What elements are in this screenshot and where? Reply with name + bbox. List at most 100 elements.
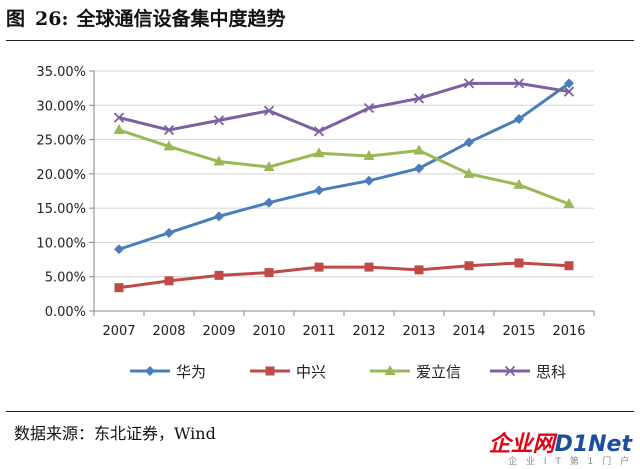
- marker-stroke: [363, 102, 375, 114]
- data-point: [414, 265, 424, 275]
- data-point: [114, 283, 124, 293]
- x-tick-label: 2008: [152, 324, 185, 339]
- data-point: [313, 126, 325, 137]
- data-point: [364, 175, 374, 186]
- x-tick-label: 2012: [352, 324, 385, 339]
- series-lines: [113, 78, 575, 293]
- legend-label: 爱立信: [416, 363, 461, 381]
- data-point: [264, 197, 274, 208]
- data-point: [313, 147, 325, 158]
- legend-swatch-marker: [265, 366, 275, 376]
- data-point: [514, 114, 524, 124]
- y-tick-label: 5.00%: [45, 271, 86, 286]
- data-point: [113, 112, 125, 123]
- y-tick-label: 0.00%: [45, 305, 86, 320]
- marker-stroke: [513, 78, 525, 89]
- legend-item: 中兴: [250, 363, 326, 381]
- data-point: [213, 155, 225, 166]
- data-point: [263, 105, 275, 116]
- legend-item: 思科: [490, 363, 566, 381]
- watermark-main-b: D1Net: [554, 432, 632, 457]
- data-point: [363, 102, 375, 114]
- y-tick-label: 10.00%: [36, 236, 86, 251]
- data-point: [414, 163, 424, 174]
- data-point: [463, 78, 475, 89]
- data-point: [563, 86, 575, 97]
- watermark-main: 企业网D1Net: [489, 426, 632, 458]
- data-point: [314, 262, 324, 272]
- legend-label: 中兴: [296, 363, 326, 381]
- series-4: [113, 78, 575, 137]
- x-tick-label: 2015: [502, 324, 535, 339]
- marker-stroke: [563, 86, 575, 97]
- data-point: [263, 161, 275, 171]
- marker-stroke: [113, 112, 125, 123]
- data-point: [214, 211, 224, 222]
- marker-stroke: [413, 93, 425, 104]
- legend-item: 爱立信: [370, 363, 461, 381]
- data-point: [514, 258, 524, 268]
- bottom-rule: [6, 411, 634, 412]
- data-point: [314, 185, 324, 196]
- x-tick-label: 2007: [102, 324, 135, 339]
- series-line: [118, 128, 570, 206]
- legend: 华为 中兴 爱立信 思科: [130, 363, 566, 381]
- y-tick-label: 20.00%: [36, 168, 86, 183]
- series-line: [118, 82, 570, 251]
- data-point: [164, 227, 174, 238]
- x-tick-label: 2014: [452, 324, 485, 339]
- marker-stroke: [163, 124, 175, 136]
- data-point: [463, 167, 475, 178]
- data-point: [513, 78, 525, 89]
- data-point: [264, 268, 274, 278]
- data-point: [213, 115, 225, 126]
- grid-lines: [94, 70, 594, 278]
- data-point: [564, 261, 574, 271]
- x-tick-label: 2009: [202, 324, 235, 339]
- series-1: [114, 78, 574, 255]
- legend-label: 华为: [176, 363, 206, 381]
- y-tick-label: 30.00%: [36, 99, 86, 114]
- legend-swatch-marker: [145, 366, 155, 376]
- marker-stroke: [313, 126, 325, 137]
- y-tick-label: 15.00%: [36, 202, 86, 217]
- data-point: [114, 244, 124, 255]
- axes: 0.00% 5.00% 10.00% 15.00% 20.00% 25.00% 30.00%…: [36, 65, 595, 339]
- data-point: [113, 123, 125, 134]
- x-tick-label: 2010: [252, 324, 285, 339]
- series-2: [114, 258, 574, 293]
- legend-swatch-marker: [384, 365, 396, 375]
- legend-label: 思科: [536, 363, 566, 381]
- data-point: [413, 93, 425, 104]
- y-tick-label: 25.00%: [36, 134, 86, 149]
- figure-label: 图: [6, 8, 26, 30]
- data-point: [164, 276, 174, 286]
- legend-swatch-marker: [504, 365, 516, 377]
- data-point: [513, 178, 525, 189]
- data-point: [563, 198, 575, 209]
- data-point: [413, 144, 425, 155]
- y-tick-label: 35.00%: [36, 65, 86, 80]
- x-tick-label: 2016: [552, 324, 585, 339]
- data-point: [464, 137, 474, 148]
- data-source: 数据来源：东北证券，Wind: [14, 424, 216, 443]
- marker-stroke: [463, 78, 475, 89]
- data-point: [364, 262, 374, 272]
- marker-stroke: [263, 105, 275, 116]
- series-line: [118, 81, 570, 133]
- marker-stroke: [213, 115, 225, 126]
- data-point: [363, 150, 375, 161]
- watermark-logo: 企业网D1Net 企 业 I T 第 1 门 户: [466, 426, 632, 467]
- data-point: [163, 124, 175, 136]
- figure-title: 图 26: 全球通信设备集中度趋势: [6, 4, 286, 34]
- figure-title-text: 全球通信设备集中度趋势: [76, 8, 286, 30]
- marker-stroke: [504, 365, 516, 377]
- figure-number: 26:: [35, 8, 69, 30]
- data-point: [163, 140, 175, 151]
- series-line: [118, 261, 570, 290]
- x-tick-label: 2013: [402, 324, 435, 339]
- data-point: [564, 78, 574, 89]
- legend-item: 华为: [130, 363, 206, 381]
- series-3: [113, 123, 575, 209]
